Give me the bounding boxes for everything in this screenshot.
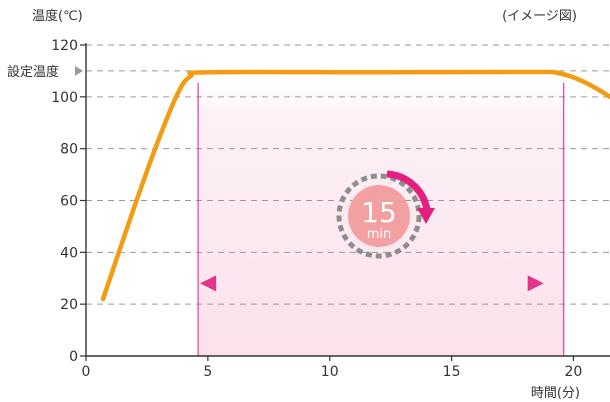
- y-tick-label-20: 20: [60, 297, 78, 313]
- timer-dashed-ring: [336, 173, 422, 259]
- x-tick-label-0: 0: [82, 364, 91, 380]
- y-tick-label-40: 40: [60, 245, 78, 261]
- x-tick-label-20: 20: [565, 364, 583, 380]
- timer-unit: min: [367, 227, 392, 242]
- image-note: (イメージ図): [502, 9, 577, 24]
- set-temp-triangle: [75, 65, 83, 76]
- arrow-head-left: [200, 275, 217, 292]
- arrow-head-right: [527, 275, 544, 292]
- y-tick-label-60: 60: [60, 194, 78, 210]
- y-tick-label-80: 80: [60, 142, 78, 158]
- temperature-line: [100, 69, 610, 302]
- set-temp-label: 設定温度: [7, 64, 59, 80]
- tick-labels: 0 20 40 60 80 100 120 0 5 10 15 20: [51, 38, 582, 380]
- timer-number: 15: [361, 196, 397, 229]
- x-tick-label-15: 15: [443, 364, 461, 380]
- timer-face: [348, 185, 410, 247]
- set-temp-marker: 設定温度: [7, 64, 83, 80]
- timer-progress-arc: [386, 170, 431, 211]
- y-tick-label-100: 100: [51, 90, 78, 106]
- y-tick-label-120: 120: [51, 38, 78, 54]
- x-tick-label-5: 5: [203, 364, 212, 380]
- x-axis-title: 時間(分): [531, 386, 580, 401]
- x-tick-label-10: 10: [321, 364, 339, 380]
- timer-arrow-head: [417, 208, 435, 224]
- duration-arrow: [200, 275, 544, 292]
- y-tick-label-0: 0: [69, 349, 78, 365]
- y-axis-title: 温度(℃): [32, 8, 83, 24]
